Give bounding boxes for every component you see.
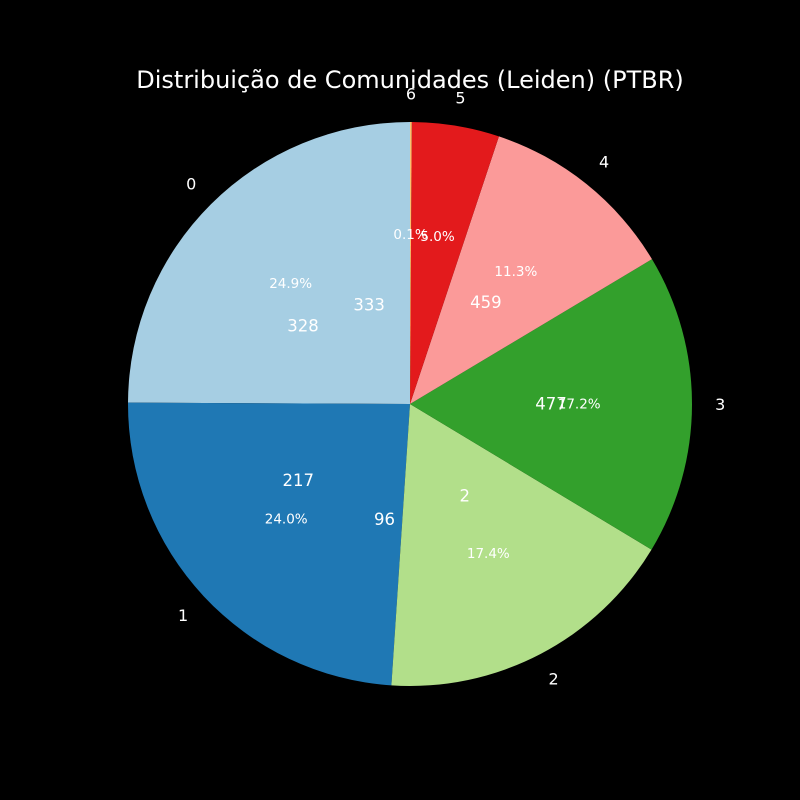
pie-slice-3 <box>410 259 692 550</box>
slice-annotations: 333 328 217 96 2 477 459 <box>282 293 566 529</box>
slice-label-1: 1 <box>178 606 188 625</box>
pie-slice-5 <box>410 122 499 404</box>
slice-annotation: 328 <box>287 316 319 335</box>
pie-slice-0 <box>128 122 410 404</box>
pie-slice-1 <box>128 402 411 686</box>
slice-label-5: 5 <box>455 88 465 107</box>
slice-label-0: 0 <box>186 175 196 194</box>
slice-percent-1: 24.0% <box>265 511 308 527</box>
slice-label-2: 2 <box>548 669 558 688</box>
slice-label-6: 6 <box>406 84 416 103</box>
slice-annotation: 217 <box>282 471 314 490</box>
slice-label-3: 3 <box>715 395 725 414</box>
slice-annotation: 477 <box>535 395 567 414</box>
slice-percent-3: 17.2% <box>558 396 601 412</box>
slice-percent-2: 17.4% <box>467 546 510 562</box>
slice-percentages: 24.9% 24.0% 17.4% 17.2% 11.3% 5.0%0.1% <box>265 227 601 562</box>
pie-slice-4 <box>410 136 652 404</box>
slice-annotation: 2 <box>459 487 470 506</box>
chart-title: Distribuição de Comunidades (Leiden) (PT… <box>136 66 684 94</box>
slice-label-4: 4 <box>599 153 609 172</box>
slice-percent-6: 0.1% <box>393 227 427 243</box>
pie-slices <box>128 122 692 686</box>
pie-slice-6 <box>410 122 412 404</box>
slice-percent-4: 11.3% <box>494 264 537 280</box>
slice-annotation: 459 <box>470 293 502 312</box>
slice-annotation: 96 <box>374 510 395 529</box>
slice-percent-5: 5.0% <box>420 229 454 245</box>
slice-labels: 0 1 2 3 4 5 6 <box>178 84 725 688</box>
slice-annotation: 333 <box>353 295 385 314</box>
slice-percent-0: 24.9% <box>269 276 312 292</box>
pie-slice-2 <box>391 404 652 686</box>
